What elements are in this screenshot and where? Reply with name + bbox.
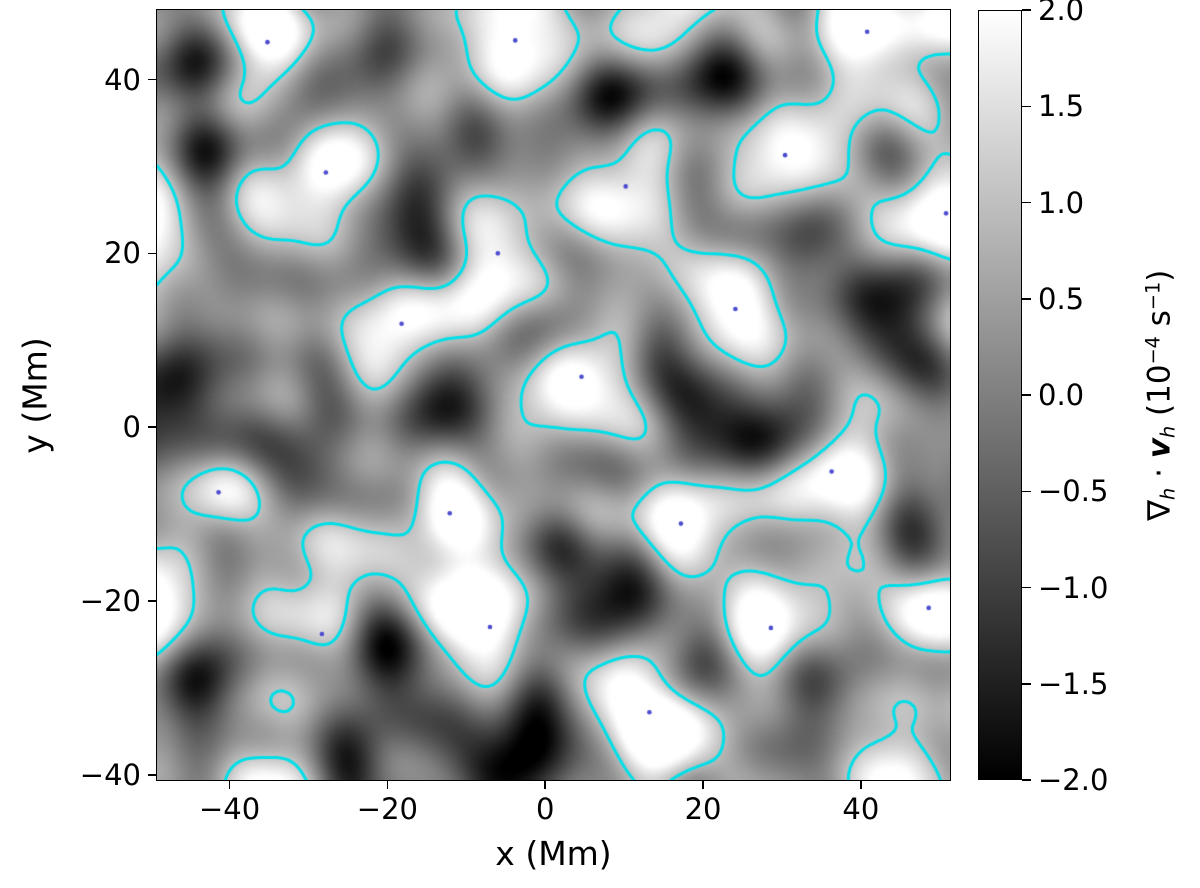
colorbar-tick-label: 0.5 xyxy=(1038,281,1085,316)
x-tick-label: 0 xyxy=(535,792,555,826)
colorbar-label-part: (10 xyxy=(1141,364,1178,426)
x-tick-label: 20 xyxy=(684,792,722,826)
colorbar-tick-label: −1.0 xyxy=(1038,570,1109,605)
y-axis-label: y (Mm) xyxy=(15,336,55,454)
colorbar-tick-mark xyxy=(1022,683,1031,685)
colorbar-label-part: −1 xyxy=(1142,281,1166,310)
y-tick-label: −40 xyxy=(79,757,141,792)
colorbar-tick-mark xyxy=(1022,779,1031,781)
colorbar-tick-mark xyxy=(1022,394,1031,396)
y-tick-mark xyxy=(148,78,157,81)
colorbar-label-part: h xyxy=(1157,425,1181,438)
y-tick-mark xyxy=(148,774,157,776)
colorbar-tick-label: −0.5 xyxy=(1038,474,1109,509)
x-tick-label: −40 xyxy=(198,792,261,826)
y-tick-mark xyxy=(148,600,157,602)
colorbar-label-part: s xyxy=(1141,309,1178,336)
colorbar-tick-label: 1.0 xyxy=(1038,185,1085,220)
x-tick-mark xyxy=(860,780,862,789)
colorbar-label: ∇h · vh (10−4 s−1) xyxy=(1122,10,1200,780)
divergence-heatmap xyxy=(157,10,950,780)
colorbar-gradient xyxy=(978,10,1022,780)
colorbar-tick-mark xyxy=(1022,586,1031,589)
colorbar-label-part: h xyxy=(1157,487,1181,500)
y-tick-label: 20 xyxy=(104,236,141,271)
colorbar-tick-mark xyxy=(1022,490,1031,492)
colorbar-tick-mark xyxy=(1022,9,1031,11)
colorbar-tick-label: 1.5 xyxy=(1038,89,1085,124)
y-tick-label: −20 xyxy=(79,583,141,618)
x-tick-mark xyxy=(228,780,231,789)
colorbar-tick-mark xyxy=(1022,201,1031,204)
y-tick-mark xyxy=(148,426,157,428)
x-tick-label: 40 xyxy=(842,792,880,826)
colorbar-tick-label: 2.0 xyxy=(1038,0,1085,27)
x-axis-label: x (Mm) xyxy=(495,834,612,873)
colorbar-tick-label: 0.0 xyxy=(1038,378,1085,412)
colorbar-tick-mark xyxy=(1022,298,1031,300)
y-tick-mark xyxy=(148,252,157,255)
colorbar-tick-label: −1.5 xyxy=(1038,666,1109,701)
x-tick-mark xyxy=(386,780,389,789)
colorbar-tick-mark xyxy=(1022,105,1031,107)
colorbar-label-part: ) xyxy=(1141,269,1178,282)
y-tick-label: 0 xyxy=(122,410,141,445)
colorbar-label-part: · xyxy=(1141,458,1178,488)
colorbar-label-part: −4 xyxy=(1142,335,1166,365)
colorbar-tick-label: −2.0 xyxy=(1038,763,1109,797)
x-tick-label: −20 xyxy=(356,792,418,826)
x-tick-mark xyxy=(702,780,704,789)
y-tick-label: 40 xyxy=(104,62,141,97)
colorbar-label-part: ∇ xyxy=(1141,499,1178,521)
x-tick-mark xyxy=(544,780,546,789)
colorbar-label-part: v xyxy=(1141,437,1178,459)
